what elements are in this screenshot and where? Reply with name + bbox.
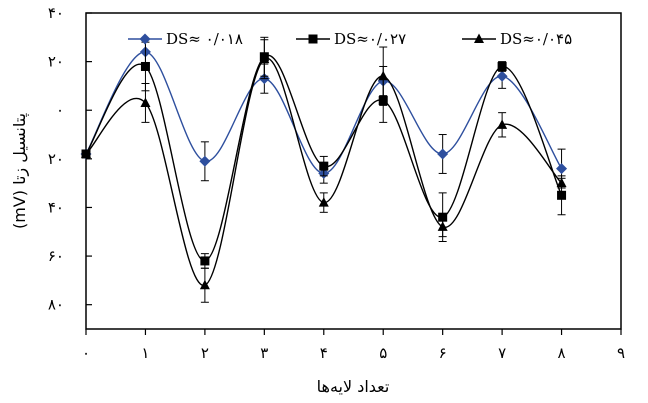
- data-point: [140, 61, 150, 71]
- data-point: [140, 97, 151, 107]
- y-tick-label: ۲۰: [48, 150, 64, 168]
- series-line: [85, 51, 563, 175]
- series-2: [81, 36, 567, 269]
- series-line: [85, 54, 563, 262]
- data-point: [496, 70, 508, 82]
- x-axis-title: تعداد لایه‌ها: [317, 377, 390, 396]
- y-axis-title: پتانسیل زتا (mV): [10, 113, 30, 229]
- data-point: [81, 148, 91, 158]
- legend-label: DS≈۰/۰۴۵: [500, 30, 572, 48]
- plot-frame: [85, 12, 622, 330]
- data-point: [318, 197, 329, 207]
- x-tick-label: ۲: [201, 344, 209, 362]
- legend-label: DS≈۰/۰۲۷: [334, 30, 406, 48]
- series-line: [85, 57, 563, 286]
- series-group: [80, 36, 568, 303]
- x-tick-label: ۶: [439, 344, 447, 362]
- y-tick-label: ۴۰: [48, 4, 64, 22]
- x-tick-label: ۴: [320, 344, 328, 362]
- x-tick-label: ۹: [617, 344, 625, 362]
- x-tick-label: ۱: [141, 344, 149, 362]
- legend-label: DS≈ ۰/۰۱۸: [166, 30, 243, 48]
- data-point: [199, 155, 211, 167]
- data-point: [259, 53, 270, 64]
- y-tick-label: ۶۰: [48, 247, 64, 265]
- y-tick-label: ۰: [56, 101, 64, 119]
- data-point: [497, 119, 508, 129]
- x-tick-label: ۳: [260, 344, 268, 362]
- y-tick-label: ۴۰: [48, 198, 64, 216]
- data-point: [200, 256, 210, 266]
- x-tick-label: ۸: [558, 344, 566, 362]
- data-point: [199, 279, 210, 290]
- data-point: [556, 177, 567, 188]
- y-tick-label: ۲۰: [48, 53, 64, 71]
- data-point: [557, 190, 567, 200]
- data-point: [497, 61, 507, 71]
- data-point: [556, 163, 568, 175]
- series-3: [81, 39, 567, 303]
- data-point: [437, 221, 448, 231]
- data-point: [378, 70, 389, 81]
- x-tick-label: ۰: [82, 344, 90, 362]
- x-tick-label: ۷: [498, 344, 506, 362]
- data-point: [437, 148, 449, 160]
- data-point: [319, 161, 329, 171]
- axis-ticks: ۴۰ ۲۰ ۰ ۲۰ ۴۰ ۶۰ ۸۰ ۰ ۱ ۲ ۳ ۴ ۵ ۶ ۷ ۸ ۹: [48, 4, 625, 362]
- legend-marker: [139, 33, 151, 45]
- legend-marker: [308, 34, 318, 44]
- legend: DS≈ ۰/۰۱۸ DS≈۰/۰۲۷ DS≈۰/۰۴۵: [128, 30, 572, 48]
- y-tick-label: ۸۰: [48, 296, 64, 314]
- x-tick-label: ۵: [379, 344, 387, 362]
- legend-marker: [474, 33, 484, 43]
